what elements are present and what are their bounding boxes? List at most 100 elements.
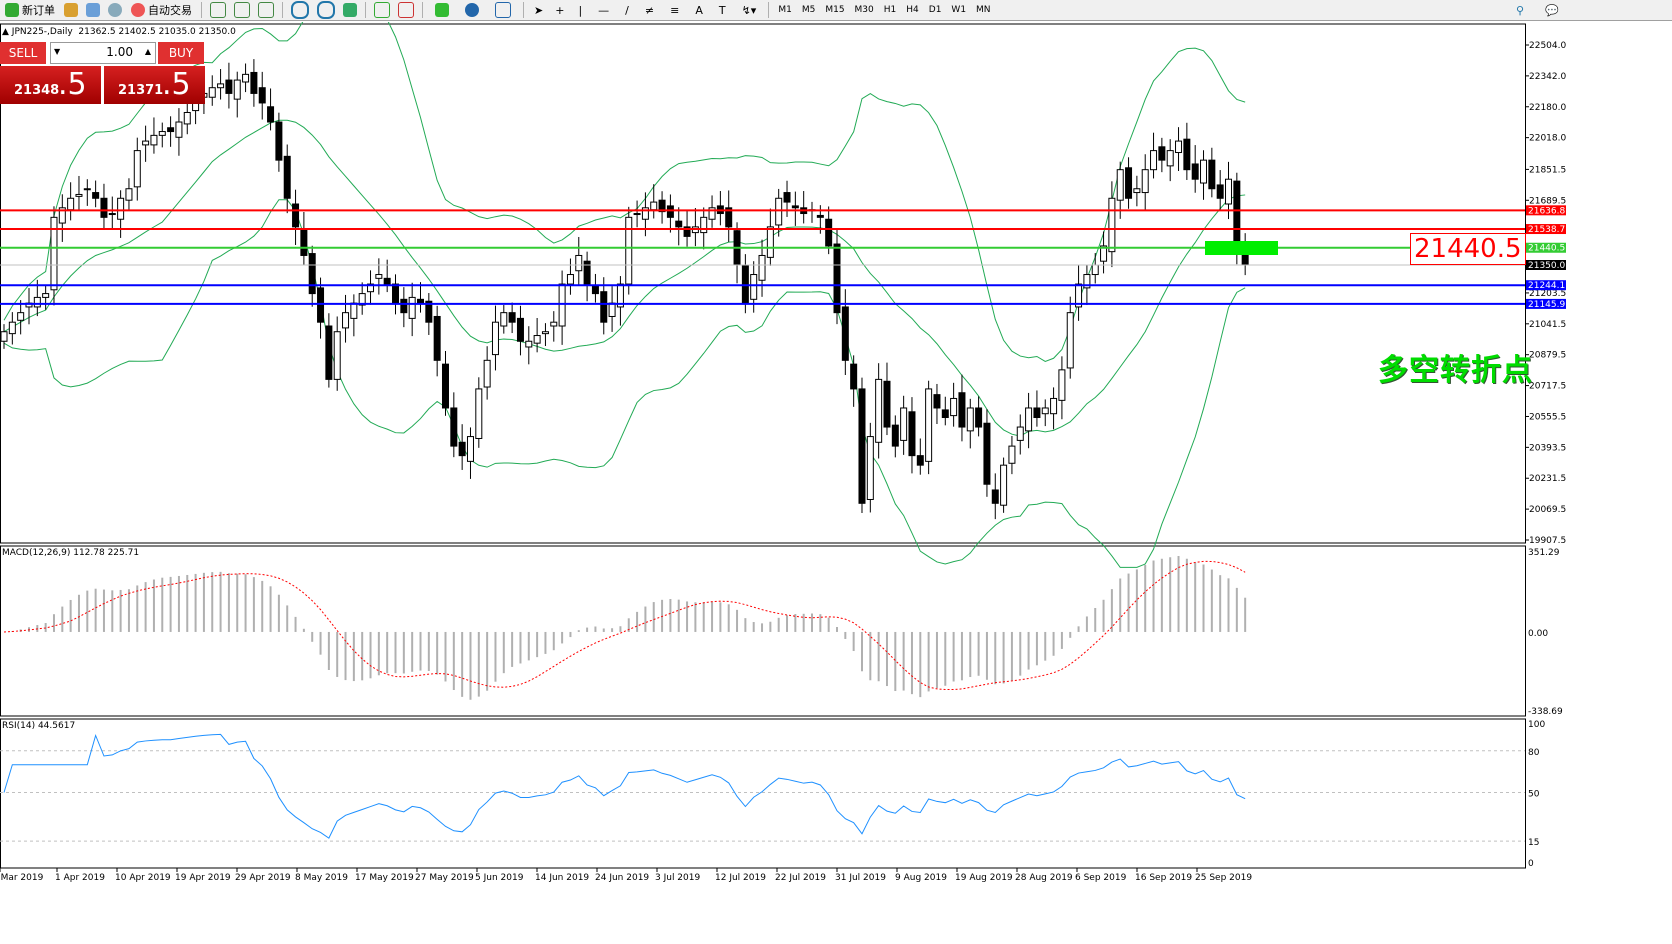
candle-body <box>233 79 241 100</box>
timeframe-m1[interactable]: M1 <box>778 5 792 15</box>
candle-body <box>783 192 791 203</box>
candle-body <box>966 407 974 432</box>
candle-body <box>267 106 275 123</box>
timeframe-w1[interactable]: W1 <box>951 5 967 15</box>
rsi-tick-label: 0 <box>1528 859 1534 869</box>
candle-body <box>766 226 774 258</box>
candle-body <box>142 140 150 146</box>
candle-body <box>1141 169 1149 194</box>
navigator-icon[interactable] <box>86 3 100 17</box>
fibonacci-icon[interactable]: ≡ <box>670 3 680 17</box>
sell-price[interactable]: 21348.5 <box>0 66 101 104</box>
candle-body <box>958 392 966 428</box>
candle-body <box>292 203 300 228</box>
market-watch-icon[interactable] <box>64 3 78 17</box>
candle-body <box>208 87 216 98</box>
bar-chart-icon[interactable] <box>210 2 226 18</box>
buy-button[interactable]: BUY <box>158 42 204 64</box>
candle-body <box>525 340 533 348</box>
auto-trading-button[interactable]: 自动交易 <box>126 1 197 19</box>
candle-body <box>183 111 191 125</box>
macd-label: MACD(12,26,9) 112.78 225.71 <box>2 548 140 558</box>
indicators-icon[interactable] <box>435 3 449 17</box>
signal-icon[interactable] <box>108 3 122 17</box>
price-tag-bg <box>1526 260 1566 270</box>
templates-icon[interactable] <box>495 2 511 18</box>
candle-body <box>1025 407 1033 432</box>
lot-decrease-icon[interactable]: ▼ <box>54 47 61 56</box>
text-label-icon[interactable]: T <box>718 3 726 17</box>
price-tick-label: 20879.5 <box>1529 351 1566 361</box>
buy-price[interactable]: 21371.5 <box>104 66 205 104</box>
lot-increase-icon[interactable]: ▲ <box>144 47 151 56</box>
lot-input[interactable]: ▼ 1.00 ▲ <box>50 42 156 64</box>
candle-body <box>400 298 408 314</box>
timeframe-m15[interactable]: M15 <box>825 5 845 15</box>
crosshair-icon[interactable]: + <box>555 3 565 17</box>
timeframe-h4[interactable]: H4 <box>906 5 919 15</box>
candle-body <box>450 407 458 447</box>
date-label: 5 Jun 2019 <box>475 873 524 883</box>
timeframe-h1[interactable]: H1 <box>883 5 897 15</box>
date-label: 22 Jul 2019 <box>775 873 826 883</box>
candle-body <box>283 155 291 199</box>
candle-body <box>325 325 333 380</box>
candle-body <box>1191 163 1199 180</box>
candle-body <box>650 201 658 211</box>
candle-body <box>242 73 250 83</box>
candle-body <box>991 489 999 504</box>
price-tick-label: 21041.5 <box>1529 320 1566 330</box>
candle-body <box>1116 169 1124 201</box>
candlestick-icon[interactable] <box>234 2 250 18</box>
candle-body <box>108 213 116 216</box>
periods-icon[interactable] <box>465 3 479 17</box>
candle-body <box>866 436 874 500</box>
timeframe-d1[interactable]: D1 <box>928 5 942 15</box>
chat-icon[interactable]: 💬 <box>1545 3 1559 17</box>
text-icon[interactable]: A <box>695 3 703 17</box>
candle-body <box>383 277 391 285</box>
autoscroll-icon[interactable] <box>374 2 390 18</box>
sell-button[interactable]: SELL <box>0 42 46 64</box>
price-tag-21636.8: 21636.8 <box>1528 206 1565 216</box>
main-panel-border <box>0 23 1526 544</box>
horizontal-line-icon[interactable]: — <box>598 3 610 17</box>
zoom-out-icon[interactable] <box>317 1 335 19</box>
date-label: 2 Mar 2019 <box>0 873 44 883</box>
pivot-price-label[interactable]: 21440.5 <box>1410 233 1526 265</box>
candle-body <box>1050 397 1058 415</box>
trendline-icon[interactable]: / <box>625 3 629 17</box>
timeframe-m5[interactable]: M5 <box>801 5 816 15</box>
date-label: 6 Sep 2019 <box>1075 873 1127 883</box>
channel-icon[interactable]: ≠ <box>644 3 655 17</box>
timeframe-m30[interactable]: M30 <box>854 5 874 15</box>
arrows-icon[interactable]: ↯▾ <box>741 3 757 17</box>
timeframe-mn[interactable]: MN <box>976 5 991 15</box>
candle-body <box>933 394 941 409</box>
price-tag-21538.7: 21538.7 <box>1528 225 1565 235</box>
candle-body <box>83 188 91 191</box>
price-tick-label: 19907.5 <box>1529 536 1566 546</box>
search-icon[interactable]: ⚲ <box>1516 3 1525 17</box>
candle-body <box>875 378 883 443</box>
rsi-tick-label: 80 <box>1528 748 1540 758</box>
candle-body <box>658 199 666 213</box>
candle-body <box>1175 140 1183 154</box>
candle-body <box>1083 274 1091 289</box>
bollinger-upper <box>3 22 1246 363</box>
line-chart-icon[interactable] <box>258 2 274 18</box>
zoom-in-icon[interactable] <box>291 1 309 19</box>
date-label: 14 Jun 2019 <box>535 873 589 883</box>
candle-body <box>133 150 141 188</box>
price-tick-label: 21203.5 <box>1529 289 1566 299</box>
chart-shift-icon[interactable] <box>398 2 414 18</box>
chart-canvas[interactable]: 22504.0 22342.0 22180.0 22018.0 21851.5 21689… <box>0 22 1672 922</box>
price-tag-21440.5: 21440.5 <box>1528 244 1565 254</box>
candle-body <box>250 71 258 94</box>
pivot-annotation-text[interactable]: 多空转折点 <box>1378 353 1533 388</box>
new-order-button[interactable]: 新订单 <box>0 1 60 19</box>
cursor-icon[interactable]: ➤ <box>534 3 544 17</box>
tile-windows-icon[interactable] <box>343 3 357 17</box>
vertical-line-icon[interactable]: | <box>578 3 583 17</box>
candle-body <box>192 102 200 112</box>
